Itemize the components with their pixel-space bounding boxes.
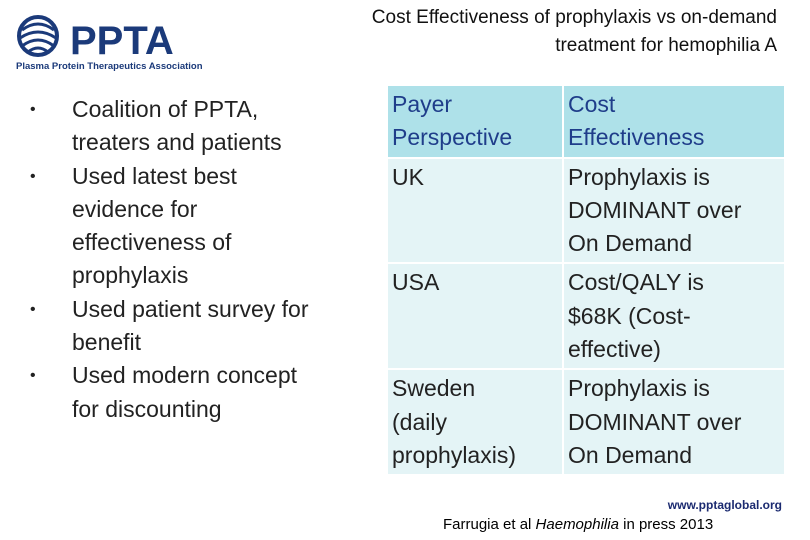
page-title: Cost Effectiveness of prophylaxis vs on-…	[237, 4, 777, 60]
header-cost-effectiveness: Cost Effectiveness	[564, 86, 784, 157]
cell-result: Prophylaxis is DOMINANT over On Demand	[564, 370, 784, 475]
cell-text: On Demand	[568, 441, 693, 468]
bullet-list: • Coalition of PPTA, treaters and patien…	[30, 93, 380, 426]
bullet-line: Used latest best	[72, 162, 237, 189]
header-text: Effectiveness	[568, 124, 705, 151]
bullet-dot-icon: •	[30, 101, 36, 118]
citation-prefix: Farrugia et al	[443, 516, 536, 533]
logo-tagline: Plasma Protein Therapeutics Association	[16, 61, 203, 72]
cell-text: Prophylaxis is	[568, 375, 710, 402]
table-row: Sweden (daily prophylaxis) Prophylaxis i…	[388, 370, 784, 475]
cell-text: UK	[392, 163, 424, 190]
bullet-item: • Coalition of PPTA, treaters and patien…	[30, 93, 380, 160]
cell-text: On Demand	[568, 230, 693, 257]
cell-payer: USA	[388, 264, 562, 369]
citation-journal: Haemophilia	[535, 516, 619, 533]
cell-text: DOMINANT over	[568, 408, 742, 435]
footer-url: www.pptaglobal.org	[667, 498, 782, 512]
table-row: UK Prophylaxis is DOMINANT over On Deman…	[388, 158, 784, 263]
cell-text: Prophylaxis is	[568, 163, 710, 190]
bullet-line: effectiveness of	[72, 229, 232, 256]
cell-payer: Sweden (daily prophylaxis)	[388, 370, 562, 475]
cell-text: USA	[392, 269, 440, 296]
cell-text: effective)	[568, 336, 661, 363]
citation: Farrugia et al Haemophilia in press 2013	[443, 516, 713, 533]
cell-payer: UK	[388, 158, 562, 263]
bullet-item: • Used latest best evidence for effectiv…	[30, 160, 380, 293]
cell-result: Prophylaxis is DOMINANT over On Demand	[564, 158, 784, 263]
bullet-line: prophylaxis	[72, 262, 189, 289]
header-text: Payer	[392, 91, 453, 117]
bullet-line: evidence for	[72, 195, 198, 222]
title-line-2: treatment for hemophilia A	[555, 35, 777, 56]
title-line-1: Cost Effectiveness of prophylaxis vs on-…	[371, 7, 777, 28]
bullet-item: • Used modern concept for discounting	[30, 359, 380, 426]
header-text: Perspective	[392, 124, 513, 151]
table-header-row: Payer Perspective Cost Effectiveness	[388, 86, 784, 157]
cell-text: prophylaxis)	[392, 441, 516, 468]
cost-effectiveness-table: Payer Perspective Cost Effectiveness UK …	[386, 84, 786, 476]
bullet-line: Used modern concept	[72, 362, 298, 389]
bullet-line: treaters and patients	[72, 129, 282, 156]
citation-suffix: in press 2013	[618, 516, 714, 533]
cell-text: Sweden	[392, 375, 476, 402]
bullet-dot-icon: •	[30, 167, 36, 185]
ppta-logo: PPTA	[14, 12, 246, 76]
bullet-dot-icon: •	[30, 367, 36, 385]
cell-text: $68K (Cost-	[568, 302, 691, 329]
header-payer-perspective: Payer Perspective	[388, 86, 562, 157]
header-text: Cost	[568, 91, 616, 117]
logo-wordmark: PPTA	[70, 19, 174, 62]
cell-text: (daily	[392, 408, 447, 435]
cell-result: Cost/QALY is $68K (Cost- effective)	[564, 264, 784, 369]
bullet-line: for discounting	[72, 395, 222, 422]
cell-text: Cost/QALY is	[568, 269, 704, 296]
ppta-globe-icon: PPTA	[17, 15, 174, 63]
cell-text: DOMINANT over	[568, 196, 742, 223]
table-row: USA Cost/QALY is $68K (Cost- effective)	[388, 264, 784, 369]
bullet-line: Used patient survey for	[72, 295, 309, 322]
bullet-line: benefit	[72, 329, 142, 356]
bullet-line: Coalition of PPTA,	[72, 96, 259, 122]
bullet-item: • Used patient survey for benefit	[30, 293, 380, 360]
bullet-dot-icon: •	[30, 300, 36, 318]
